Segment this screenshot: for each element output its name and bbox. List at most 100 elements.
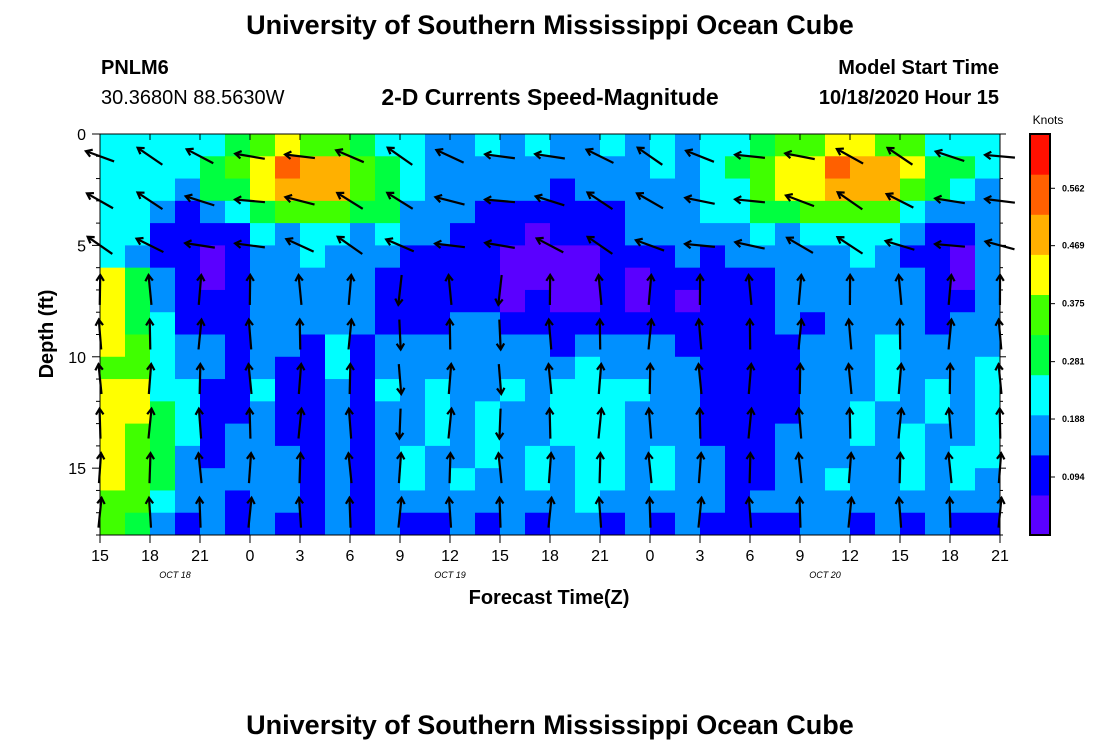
vector-arrow bbox=[796, 272, 806, 305]
heatmap-cell bbox=[325, 178, 351, 202]
heatmap-cell bbox=[600, 312, 626, 335]
heatmap-cell bbox=[650, 312, 676, 335]
vector-arrow bbox=[896, 406, 906, 439]
heatmap-cell bbox=[725, 312, 751, 335]
x-tick-label: 18 bbox=[541, 548, 559, 565]
colorbar-step bbox=[1030, 354, 1050, 362]
heatmap-cell bbox=[875, 512, 901, 536]
vector-arrow bbox=[845, 406, 855, 439]
heatmap-cell bbox=[375, 445, 401, 469]
colorbar-step bbox=[1030, 140, 1050, 148]
heatmap-cell bbox=[525, 468, 551, 491]
vector-arrow bbox=[444, 495, 455, 528]
vector-arrow bbox=[346, 317, 356, 350]
heatmap-cell bbox=[750, 490, 776, 514]
heatmap-cell bbox=[200, 401, 226, 425]
heatmap-cell bbox=[475, 356, 501, 380]
heatmap-cell bbox=[875, 245, 901, 269]
heatmap-cell bbox=[375, 156, 401, 180]
heatmap-cell bbox=[950, 423, 976, 447]
vector-arrow bbox=[896, 362, 906, 395]
heatmap-cell bbox=[200, 245, 226, 269]
vector-arrow bbox=[683, 239, 716, 250]
heatmap-cell bbox=[650, 334, 676, 358]
colorbar-step bbox=[1030, 441, 1050, 449]
heatmap-cell bbox=[550, 156, 576, 180]
heatmap-cell bbox=[625, 490, 651, 514]
vector-arrow bbox=[844, 362, 854, 395]
heatmap-cell bbox=[525, 490, 551, 514]
vector-arrow bbox=[635, 191, 664, 210]
y-tick-label: 15 bbox=[68, 461, 86, 478]
heatmap-cell bbox=[325, 156, 351, 180]
heatmap-cell bbox=[900, 490, 926, 514]
heatmap-cell bbox=[300, 134, 326, 157]
heatmap-cell bbox=[550, 490, 576, 514]
heatmap-cell bbox=[875, 401, 901, 425]
heatmap-cell bbox=[325, 356, 351, 380]
heatmap-cell bbox=[850, 468, 876, 491]
colorbar-step bbox=[1030, 361, 1050, 369]
heatmap-cell bbox=[175, 512, 201, 536]
heatmap-cell bbox=[975, 178, 1001, 202]
heatmap-cell bbox=[775, 312, 801, 335]
colorbar-step bbox=[1030, 187, 1050, 195]
vector-arrow bbox=[183, 239, 215, 249]
heatmap-cell bbox=[450, 356, 476, 380]
heatmap-cell bbox=[650, 267, 676, 291]
heatmap-cell bbox=[200, 423, 226, 447]
heatmap-cell bbox=[900, 267, 926, 291]
heatmap-cell bbox=[600, 468, 626, 491]
x-axis-label: Forecast Time(Z) bbox=[469, 587, 630, 609]
heatmap-cell bbox=[200, 512, 226, 536]
colorbar-step bbox=[1030, 401, 1050, 409]
heatmap-cell bbox=[250, 178, 276, 202]
heatmap-cell bbox=[475, 223, 501, 246]
heatmap-cell bbox=[125, 334, 151, 358]
colorbar-step bbox=[1030, 301, 1050, 309]
heatmap-cell bbox=[275, 134, 301, 157]
colorbar-step bbox=[1030, 254, 1050, 262]
heatmap-cell bbox=[525, 223, 551, 246]
heatmap-cell bbox=[950, 512, 976, 536]
heatmap-cell bbox=[550, 134, 576, 157]
vector-arrow bbox=[746, 362, 756, 395]
vector-arrow bbox=[233, 239, 266, 249]
heatmap-cell bbox=[350, 223, 376, 246]
heatmap-cell bbox=[675, 267, 701, 291]
heatmap-cell bbox=[400, 490, 426, 514]
colorbar-tick-label: 0.375 bbox=[1062, 299, 1085, 309]
heatmap-cell bbox=[325, 267, 351, 291]
colorbar-step bbox=[1030, 494, 1050, 503]
heatmap-cell bbox=[625, 223, 651, 246]
heatmap-cell bbox=[675, 178, 701, 202]
heatmap-cell bbox=[825, 267, 851, 291]
vector-arrow bbox=[445, 317, 455, 350]
heatmap-cell bbox=[150, 490, 176, 514]
heatmap-cell bbox=[400, 267, 426, 291]
heatmap-cell bbox=[775, 423, 801, 447]
vector-arrow bbox=[835, 236, 864, 255]
colorbar-step bbox=[1030, 267, 1050, 275]
heatmap-cell bbox=[950, 468, 976, 491]
colorbar-step bbox=[1030, 321, 1050, 329]
heatmap-cell bbox=[200, 356, 226, 380]
heatmap-cell bbox=[775, 490, 801, 514]
heatmap-cell bbox=[500, 490, 526, 514]
heatmap-cell bbox=[300, 156, 326, 180]
vector-arrow bbox=[394, 408, 405, 441]
heatmap-cell bbox=[400, 245, 426, 269]
heatmap-cell bbox=[900, 200, 926, 224]
heatmap-cell bbox=[150, 334, 176, 358]
heatmap-cell bbox=[950, 156, 976, 180]
heatmap-cell bbox=[475, 334, 501, 358]
heatmap-cell bbox=[450, 223, 476, 246]
heatmap-cell bbox=[250, 468, 276, 491]
heatmap-cell bbox=[225, 200, 251, 224]
heatmap-cell bbox=[725, 134, 751, 157]
heatmap-cell bbox=[975, 356, 1001, 380]
heatmap-cell bbox=[575, 401, 601, 425]
heatmap-cell bbox=[175, 156, 201, 180]
vector-arrow bbox=[645, 495, 655, 528]
heatmap-cell bbox=[875, 334, 901, 358]
